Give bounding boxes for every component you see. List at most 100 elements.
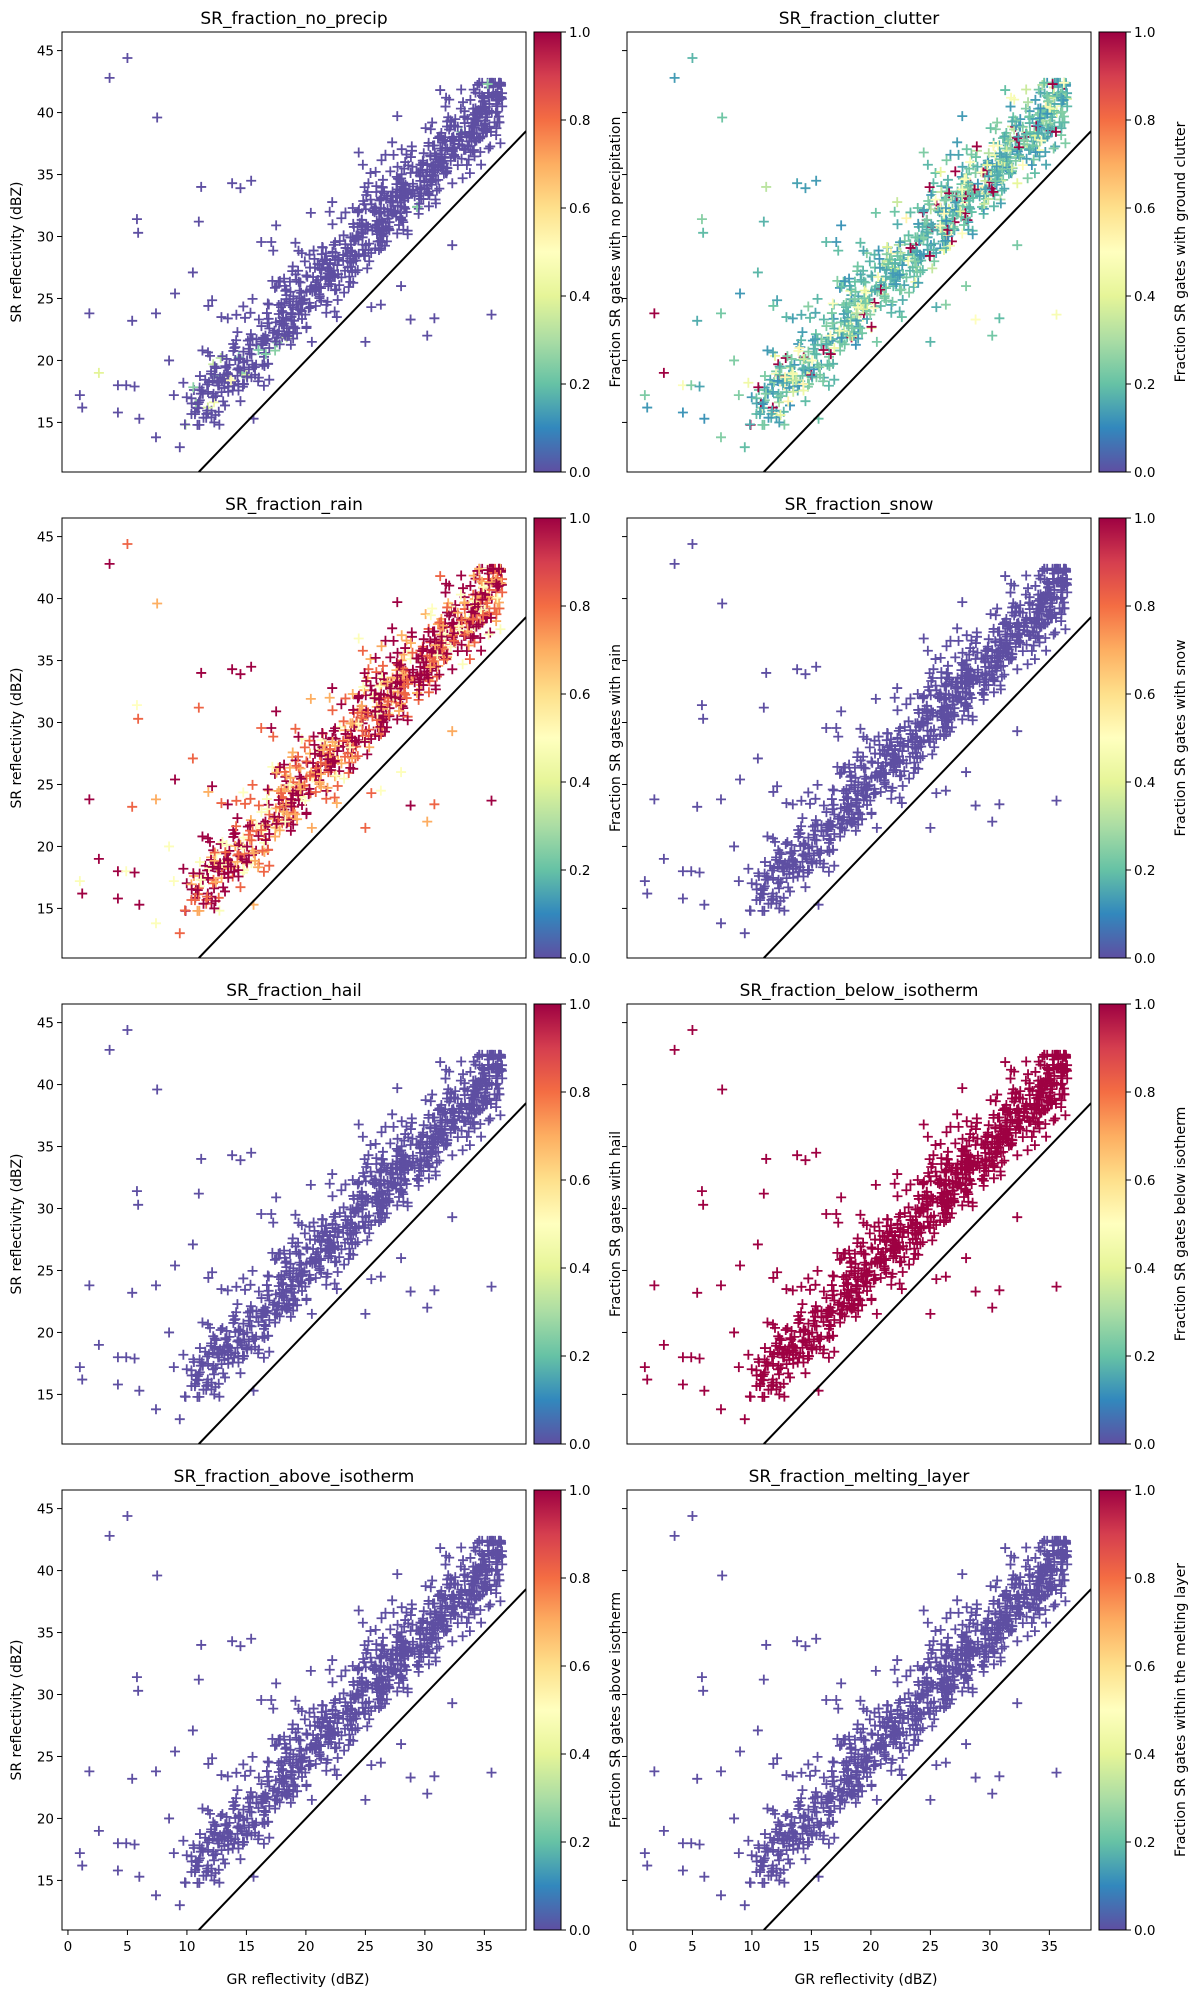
data-point: [972, 647, 983, 658]
data-point: [445, 1127, 456, 1138]
data-point: [485, 1113, 496, 1124]
data-point: [243, 364, 254, 375]
data-point: [365, 194, 376, 205]
data-point: [425, 1148, 436, 1159]
data-point: [472, 79, 483, 90]
data-point: [925, 336, 936, 347]
data-point: [834, 325, 845, 336]
data-point: [856, 274, 867, 285]
y-tick-label: 45: [37, 1016, 54, 1032]
data-point: [461, 159, 472, 170]
data-point: [794, 342, 805, 353]
data-point: [248, 848, 259, 859]
data-point: [253, 344, 264, 355]
data-point: [864, 742, 875, 753]
data-point: [948, 709, 959, 720]
data-point: [376, 1127, 387, 1138]
data-point: [213, 1349, 224, 1360]
one-to-one-line: [198, 616, 526, 958]
data-point: [452, 607, 463, 618]
data-point: [486, 1281, 497, 1292]
data-point: [150, 432, 161, 443]
data-point: [917, 265, 928, 276]
data-point: [264, 374, 275, 385]
data-point: [319, 254, 330, 265]
data-point: [752, 267, 763, 278]
data-point: [942, 186, 953, 197]
data-point: [393, 705, 404, 716]
data-point: [838, 309, 849, 320]
data-point: [988, 687, 999, 698]
data-point: [401, 1179, 412, 1190]
data-point: [441, 1064, 452, 1075]
subplot-title: SR_fraction_clutter: [779, 9, 940, 29]
data-point: [455, 589, 466, 600]
data-point: [982, 646, 993, 657]
data-point: [250, 855, 261, 866]
data-point: [997, 650, 1008, 661]
data-point: [849, 762, 860, 773]
data-point: [826, 794, 837, 805]
data-point: [779, 905, 790, 916]
scatter-markers: [74, 53, 508, 453]
data-point: [1001, 152, 1012, 163]
colorbar: [533, 31, 562, 473]
data-point: [295, 298, 306, 309]
data-point: [390, 1178, 401, 1189]
data-point: [915, 735, 926, 746]
data-point: [922, 159, 933, 170]
data-point: [897, 295, 908, 306]
data-point: [996, 671, 1007, 682]
data-point: [932, 205, 943, 216]
data-point: [409, 1163, 420, 1174]
data-point: [458, 583, 469, 594]
data-point: [294, 779, 305, 790]
data-point: [356, 700, 367, 711]
data-point: [447, 618, 458, 629]
data-point: [850, 825, 861, 836]
data-point: [369, 207, 380, 218]
data-point: [262, 318, 273, 329]
data-point: [824, 360, 835, 371]
data-point: [353, 1119, 364, 1130]
data-point: [320, 1245, 331, 1256]
data-point: [290, 809, 301, 820]
data-point: [259, 846, 270, 857]
data-point: [491, 1095, 502, 1106]
data-point: [896, 798, 907, 809]
data-point: [326, 279, 337, 290]
data-point: [327, 1169, 338, 1180]
data-point: [937, 222, 948, 233]
data-point: [917, 1237, 928, 1248]
data-point: [935, 220, 946, 231]
data-point: [957, 597, 968, 608]
data-point: [356, 713, 367, 724]
data-point: [210, 410, 221, 421]
data-point: [787, 854, 798, 865]
data-point: [131, 700, 142, 711]
data-point: [1058, 111, 1069, 122]
data-point: [382, 190, 393, 201]
data-point: [364, 1228, 375, 1239]
data-point: [997, 133, 1008, 144]
data-point: [264, 1314, 275, 1325]
data-point: [315, 757, 326, 768]
data-point: [246, 835, 257, 846]
data-point: [377, 710, 388, 721]
data-point: [952, 137, 963, 148]
data-point: [787, 368, 798, 379]
data-point: [232, 327, 243, 338]
data-point: [715, 432, 726, 443]
data-point: [686, 380, 697, 391]
colorbar-tick-label: 1.0: [569, 511, 590, 527]
data-point: [383, 1182, 394, 1193]
data-point: [918, 633, 929, 644]
data-point: [788, 386, 799, 397]
data-point: [291, 1246, 302, 1257]
data-point: [317, 242, 328, 253]
data-point: [1006, 578, 1017, 589]
data-point: [456, 1101, 467, 1112]
colorbar-tick-label: 0.2: [569, 1349, 590, 1365]
data-point: [285, 825, 296, 836]
